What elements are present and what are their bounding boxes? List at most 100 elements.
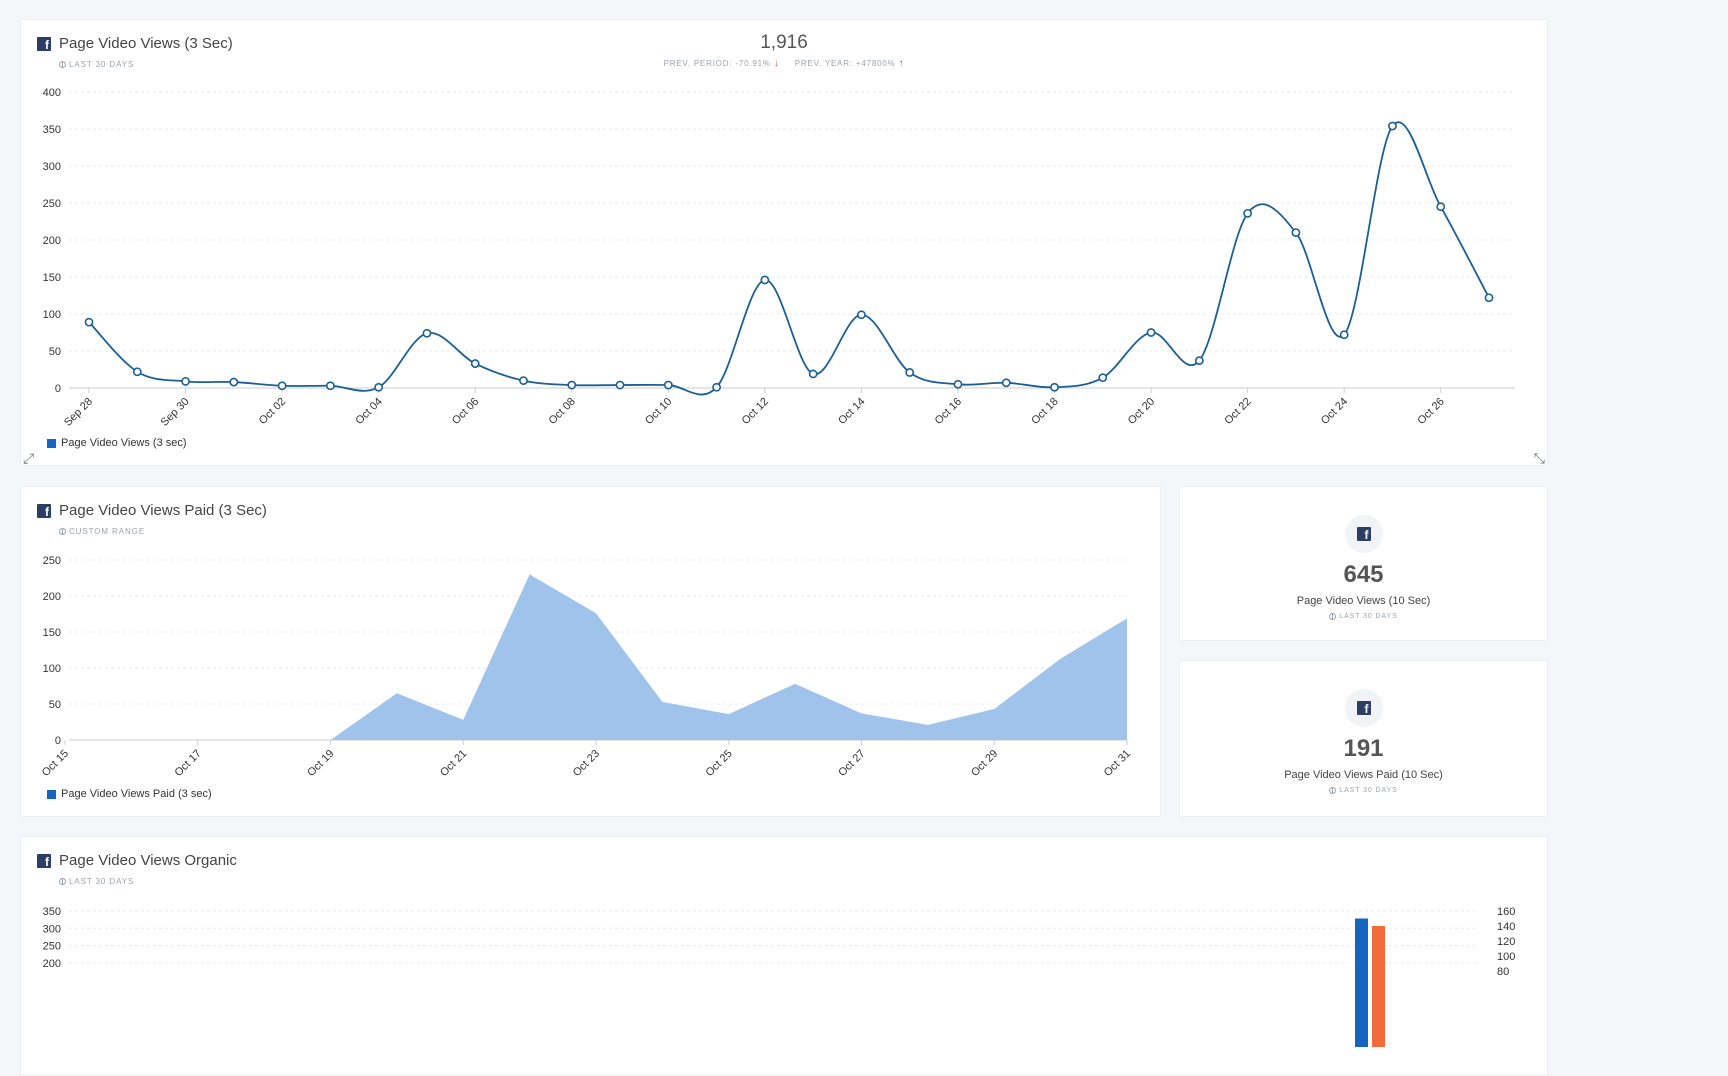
data-point: [1291, 228, 1301, 237]
data-point: [712, 382, 721, 392]
series-line: [88, 121, 1490, 396]
data-point: [1339, 330, 1349, 340]
area-chart: 0 50 100 150 200 250 Oct 15 Oct 17 Oct 19 Oct 21 O…: [40, 555, 1133, 779]
widget-title: f Page Video Views (3 Sec): [37, 35, 233, 52]
prev-year-text: PREV. YEAR: +47800%: [794, 59, 896, 68]
legend-swatch: [47, 789, 56, 799]
video-views-organic-widget: f Page Video Views Organic LAST 30 DAYS …: [20, 836, 1548, 1076]
x-tick-label: Oct 31: [1102, 748, 1133, 779]
widget-title-text: Page Video Views (3 Sec): [59, 35, 233, 52]
y-tick-label: 300: [43, 923, 61, 935]
widget-title-text: Page Video Views Paid (3 Sec): [59, 502, 267, 519]
data-point: [760, 275, 770, 285]
y-tick-label: 150: [43, 627, 61, 639]
data-point: [808, 369, 818, 379]
y-tick-label: 50: [49, 699, 61, 711]
x-tick-label: Oct 18: [1029, 396, 1060, 427]
date-range-text: CUSTOM RANGE: [69, 527, 145, 536]
bar: [1372, 926, 1385, 1047]
y-right-tick-label: 120: [1497, 936, 1515, 948]
globe-icon: [59, 528, 66, 535]
x-tick-label: Oct 14: [836, 396, 867, 427]
x-tick-label: Oct 23: [571, 748, 602, 779]
x-tick-label: Oct 22: [1222, 396, 1253, 427]
video-views-paid-widget: f Page Video Views Paid (3 Sec) CUSTOM R…: [20, 486, 1161, 817]
facebook-icon: f: [37, 853, 51, 868]
data-point: [181, 376, 190, 386]
stat-value: 191: [1343, 735, 1384, 762]
data-point: [1194, 356, 1204, 366]
x-tick-label: Oct 20: [1126, 396, 1157, 427]
resize-handle-icon[interactable]: ⤢: [23, 450, 35, 466]
x-tick-label: Sep 30: [159, 396, 192, 429]
x-tick-label: Oct 02: [257, 396, 288, 427]
facebook-icon: f: [37, 36, 51, 51]
x-tick-label: Oct 08: [546, 396, 577, 427]
widget-date-range: CUSTOM RANGE: [59, 527, 145, 536]
legend-label: Page Video Views Paid (3 sec): [61, 788, 212, 800]
data-point: [905, 368, 915, 377]
resize-handle-icon[interactable]: ⤡: [1533, 450, 1545, 466]
chart-legend[interactable]: Page Video Views Paid (3 sec): [47, 788, 212, 800]
y-tick-label: 250: [43, 555, 61, 567]
widget-date-range: LAST 30 DAYS: [59, 60, 134, 69]
data-point: [374, 382, 384, 392]
x-tick-label: Oct 16: [933, 396, 964, 427]
x-tick-label: Oct 10: [643, 396, 674, 427]
data-point: [953, 379, 963, 389]
data-point: [1146, 328, 1156, 337]
globe-icon: [1329, 787, 1337, 794]
data-point: [1243, 208, 1253, 218]
data-point: [1436, 202, 1446, 212]
x-tick-label: Oct 15: [40, 748, 71, 779]
data-point: [84, 317, 94, 327]
stat-label: Page Video Views (10 Sec): [1296, 595, 1431, 607]
data-point: [229, 377, 239, 387]
facebook-icon: f: [37, 503, 51, 518]
date-range-text: LAST 30 DAYS: [1339, 787, 1398, 794]
widget-title-text: Page Video Views Organic: [59, 852, 237, 869]
y-tick-label: 0: [55, 383, 61, 395]
y-tick-label: 100: [43, 663, 61, 675]
y-right-tick-label: 100: [1497, 951, 1515, 963]
widget-date-range: LAST 30 DAYS: [59, 877, 134, 886]
y-right-tick-label: 80: [1497, 966, 1509, 978]
y-tick-label: 350: [43, 906, 61, 918]
stat-date-range: LAST 30 DAYS: [1180, 613, 1547, 620]
date-range-text: LAST 30 DAYS: [1339, 613, 1398, 620]
x-tick-label: Oct 27: [836, 748, 867, 779]
facebook-icon: f: [1356, 701, 1371, 715]
x-tick-label: Oct 21: [438, 748, 469, 779]
arrow-up-icon: ↑: [898, 58, 905, 69]
stat-label: Page Video Views Paid (10 Sec): [1284, 769, 1443, 781]
facebook-icon: f: [1356, 527, 1371, 541]
data-point: [857, 310, 866, 320]
y-tick-label: 250: [43, 941, 61, 953]
data-point: [567, 380, 577, 390]
data-point: [277, 381, 287, 391]
facebook-badge: f: [1344, 515, 1383, 553]
stat-card-video-views-paid-10sec: f 191 Page Video Views Paid (10 Sec) LAS…: [1179, 660, 1548, 817]
x-tick-label: Oct 24: [1319, 396, 1350, 427]
x-tick-label: Oct 04: [353, 396, 384, 427]
legend-label: Page Video Views (3 sec): [61, 437, 187, 449]
data-point: [663, 380, 673, 390]
data-point: [519, 376, 528, 385]
x-tick-label: Oct 29: [969, 748, 1000, 779]
y-right-tick-label: 160: [1497, 906, 1515, 918]
data-point: [1001, 378, 1011, 388]
bar: [1355, 918, 1368, 1047]
data-point: [1050, 382, 1059, 392]
y-tick-label: 350: [43, 124, 61, 136]
y-tick-label: 100: [43, 309, 61, 321]
x-tick-label: Oct 25: [703, 748, 734, 779]
widget-title: f Page Video Views Paid (3 Sec): [37, 502, 267, 519]
y-right-tick-label: 140: [1497, 921, 1515, 933]
chart-legend[interactable]: Page Video Views (3 sec): [47, 437, 187, 449]
x-tick-label: Oct 19: [305, 748, 336, 779]
stat-date-range: LAST 30 DAYS: [1180, 787, 1547, 794]
globe-icon: [59, 878, 66, 885]
kpi-value: 1,916: [760, 32, 808, 53]
line-chart: 0 50 100 150 200 250 300 350 400 Sep 28 Sep 30 Oct …: [43, 87, 1515, 429]
date-range-text: LAST 30 DAYS: [69, 877, 135, 886]
